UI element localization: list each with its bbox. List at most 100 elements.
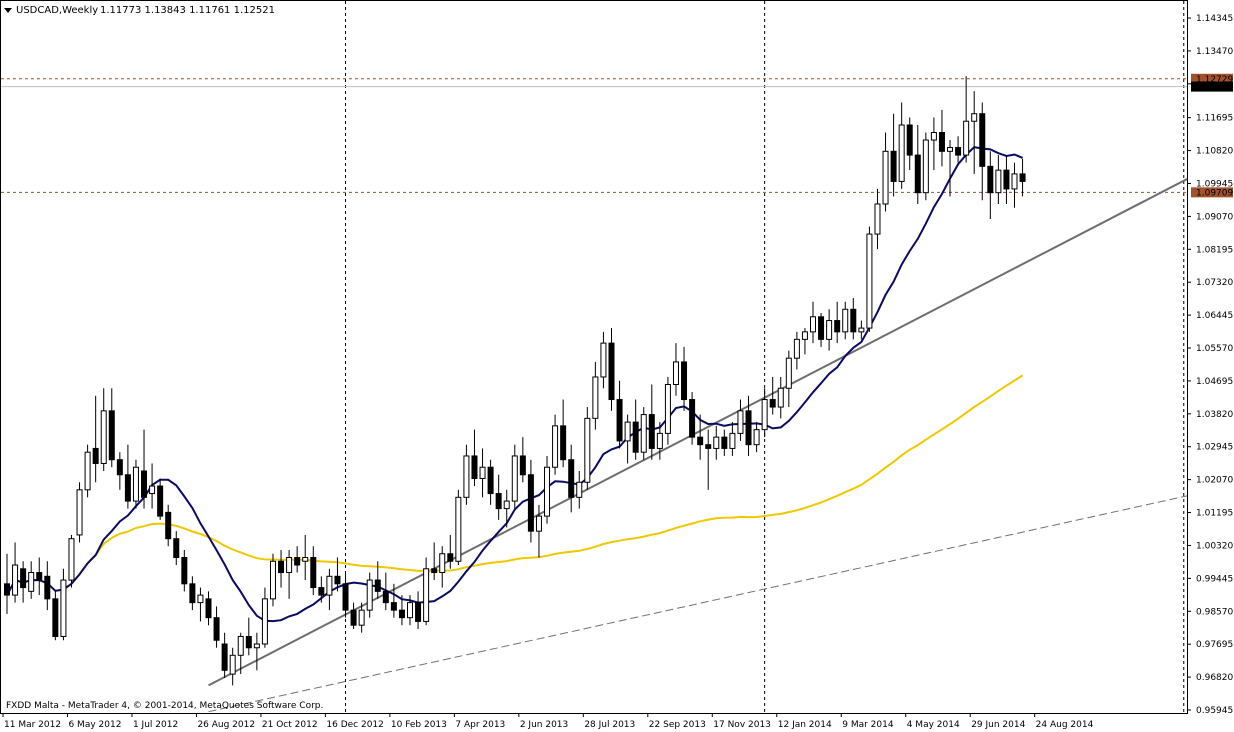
candle-body-53 [431,568,438,574]
candle-body-21 [173,538,180,558]
price-tick-label-11: 1.04695 [1196,377,1233,387]
candle-49 [398,595,405,626]
candle-101 [818,313,825,347]
candle-body-51 [415,602,422,622]
price-label-box-0 [1191,73,1233,84]
candle-body-95 [769,399,776,408]
channel-trendline [208,495,1188,713]
price-tick-label-21: 0.95945 [1196,706,1233,716]
candle-body-75 [608,342,615,401]
candle-body-112 [906,124,913,156]
candle-body-40 [326,575,333,596]
candle-111 [898,102,905,189]
candle-body-12 [100,410,107,464]
candle-105 [850,297,857,340]
candle-body-42 [342,583,349,611]
candle-80 [648,384,655,460]
candle-body-58 [471,455,478,480]
candle-79 [640,407,647,460]
time-tick-label-4: 21 Oct 2012 [262,720,318,730]
chart-header: USDCAD,Weekly 1.11773 1.13843 1.11761 1.… [4,5,275,16]
candle-40 [326,568,333,611]
candle-body-74 [600,342,607,378]
candle-51 [415,591,422,629]
candle-body-17 [141,470,148,498]
candle-body-37 [302,556,309,562]
time-tick-label-6: 10 Feb 2013 [391,720,447,730]
candle-85 [689,392,696,445]
candle-98 [793,331,800,370]
candle-70 [568,444,575,513]
candle-13 [108,388,115,468]
time-tick-label-1: 6 May 2012 [68,720,121,730]
candle-81 [656,422,663,460]
candle-88 [713,425,720,460]
candle-87 [705,429,712,490]
candle-120 [971,91,978,174]
candle-66 [535,504,542,558]
candle-body-72 [584,417,591,483]
candle-84 [681,346,688,411]
candle-34 [278,549,285,588]
candle-body-105 [850,308,857,333]
candle-body-6 [52,598,59,637]
candle-body-116 [938,132,945,152]
candle-body-61 [495,493,502,510]
candle-body-124 [1003,169,1010,190]
candle-109 [882,132,889,212]
candle-4 [36,557,43,596]
candle-body-88 [713,436,720,449]
time-tick-label-2: 1 Jul 2012 [133,720,178,730]
candle-62 [503,489,510,528]
candle-63 [511,444,518,509]
candle-body-66 [535,515,542,532]
candle-body-64 [519,455,526,476]
candle-33 [269,553,276,607]
price-tick-label-18: 0.98570 [1196,607,1233,617]
candle-body-2 [20,568,27,589]
candle-body-41 [334,575,341,585]
candle-115 [930,117,937,171]
time-tick-label-5: 16 Dec 2012 [326,720,384,730]
candle-39 [318,576,325,603]
candle-43 [350,602,357,629]
candle-body-121 [979,113,986,167]
candle-body-34 [278,560,285,574]
candle-body-26 [213,617,220,641]
candle-112 [906,117,913,171]
candle-52 [423,557,430,626]
candle-body-4 [36,572,43,581]
candle-58 [471,429,478,487]
candle-body-3 [28,572,35,592]
candle-29 [237,632,244,675]
candle-19 [157,478,164,520]
candle-18 [149,463,156,509]
candlesticks [4,76,1026,686]
price-label-1: 1.12521 [1196,83,1233,93]
candle-body-56 [455,496,462,562]
candle-41 [334,557,341,592]
candle-body-86 [697,436,704,446]
candle-body-84 [681,361,688,401]
candle-body-29 [237,635,244,656]
candle-body-103 [834,320,841,333]
candle-26 [213,606,220,648]
dropdown-triangle-icon[interactable] [4,8,12,13]
candle-21 [173,531,180,566]
candle-body-80 [648,414,655,449]
candle-body-82 [664,383,671,434]
candle-95 [769,376,776,415]
price-tick-label-10: 1.05570 [1196,344,1233,354]
candle-97 [785,350,792,408]
candle-25 [205,591,212,626]
candle-body-126 [1019,173,1026,182]
candle-body-47 [382,590,389,604]
candle-body-18 [149,485,156,495]
candle-body-118 [955,147,962,156]
moving-averages [6,146,1024,623]
candle-body-16 [132,466,139,502]
time-tick-label-16: 24 Aug 2014 [1036,720,1094,730]
horizontal-levels [1,78,1187,193]
